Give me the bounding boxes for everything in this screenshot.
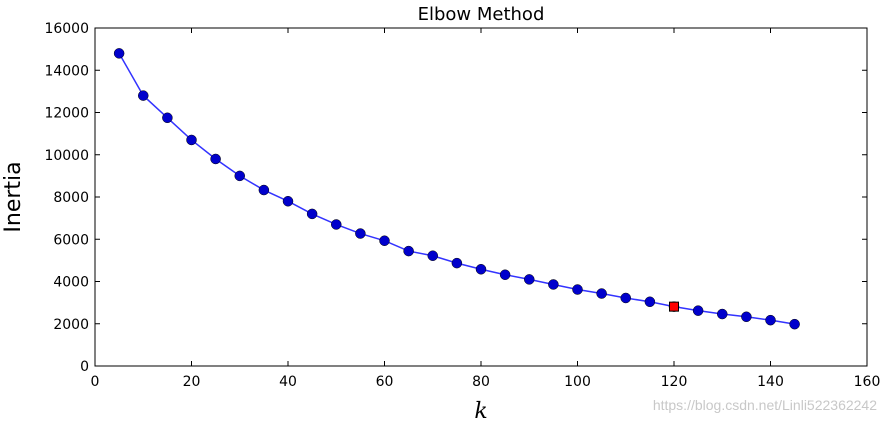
series-line: [118, 52, 795, 325]
y-axis-label: Inertia: [1, 161, 26, 232]
x-tick-label: 20: [183, 374, 201, 390]
x-tick-label: 40: [279, 374, 297, 390]
x-tick-label: 140: [757, 374, 784, 390]
data-point: [451, 257, 463, 269]
data-point: [524, 274, 535, 285]
data-point: [475, 263, 487, 275]
data-point: [717, 308, 728, 320]
x-axis-label: k: [474, 399, 487, 423]
x-tick-label: 60: [376, 374, 394, 390]
x-tick-label: 0: [91, 374, 100, 390]
data-point: [355, 228, 366, 239]
data-point: [403, 245, 414, 257]
y-tick-label: 0: [80, 359, 89, 375]
x-tick-label: 80: [472, 374, 490, 390]
data-point: [162, 112, 173, 124]
data-point: [620, 292, 631, 304]
data-point: [741, 311, 752, 323]
y-tick-label: 8000: [53, 190, 89, 206]
data-point: [258, 184, 270, 196]
data-point: [186, 134, 197, 146]
data-point: [379, 235, 390, 246]
data-point: [210, 153, 221, 165]
x-tick-label: 100: [564, 374, 591, 390]
x-tick-label: 120: [661, 374, 688, 390]
y-tick-label: 6000: [53, 232, 89, 248]
y-tick-label: 2000: [53, 317, 89, 333]
watermark: https://blog.csdn.net/Linli522362242: [653, 397, 877, 413]
data-point: [427, 250, 438, 261]
data-point: [572, 284, 583, 295]
y-tick-label: 16000: [44, 21, 89, 37]
data-point: [331, 219, 342, 230]
data-point: [113, 48, 125, 59]
data-point: [548, 279, 559, 290]
y-tick-label: 10000: [44, 148, 89, 164]
data-point: [138, 90, 149, 101]
y-tick-label: 14000: [44, 63, 89, 79]
data-point: [644, 296, 656, 308]
plot-area: 0 20 40 60 80 100 120 140 160 0 2000 4000 6000 8000 10…: [44, 21, 880, 390]
data-point: [282, 195, 294, 207]
y-tick-label: 4000: [53, 275, 89, 291]
data-point: [596, 288, 607, 299]
data-point: [306, 208, 318, 220]
data-point: [234, 170, 245, 182]
highlight-point: [669, 301, 679, 312]
data-point: [499, 269, 511, 280]
data-point: [692, 305, 704, 316]
chart-title: Elbow Method: [418, 4, 545, 25]
x-tick-label: 160: [854, 374, 881, 390]
data-point: [765, 314, 776, 326]
data-point: [789, 318, 800, 330]
y-tick-label: 12000: [44, 106, 89, 122]
